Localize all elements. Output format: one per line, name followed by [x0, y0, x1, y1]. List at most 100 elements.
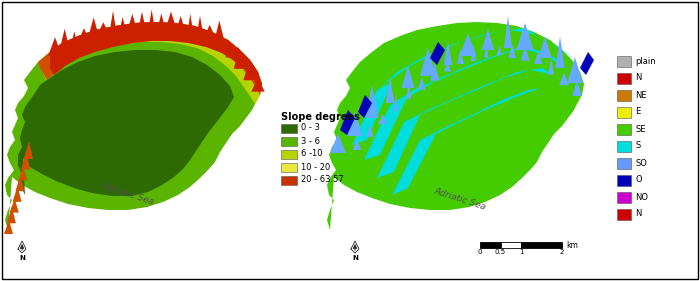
Polygon shape — [508, 45, 517, 58]
Polygon shape — [521, 46, 530, 61]
Bar — [617, 107, 631, 118]
Polygon shape — [187, 14, 193, 35]
Polygon shape — [378, 114, 388, 124]
Polygon shape — [364, 98, 407, 160]
Polygon shape — [327, 22, 584, 230]
Text: E: E — [635, 108, 640, 117]
Polygon shape — [432, 90, 477, 108]
Polygon shape — [119, 17, 127, 33]
Text: N: N — [352, 255, 358, 261]
Polygon shape — [244, 65, 253, 80]
Polygon shape — [157, 13, 166, 31]
Polygon shape — [459, 34, 477, 56]
Polygon shape — [572, 80, 582, 96]
Polygon shape — [148, 10, 155, 31]
Bar — [521, 242, 562, 248]
Polygon shape — [358, 95, 372, 118]
Polygon shape — [38, 22, 262, 95]
Text: 20 - 63.57: 20 - 63.57 — [301, 176, 344, 185]
Polygon shape — [353, 139, 361, 150]
Text: NO: NO — [635, 192, 648, 201]
Bar — [281, 176, 297, 185]
Polygon shape — [18, 167, 27, 180]
Polygon shape — [48, 37, 62, 56]
Polygon shape — [377, 65, 412, 90]
Polygon shape — [484, 41, 489, 58]
Text: 0 - 3: 0 - 3 — [301, 124, 320, 133]
Polygon shape — [127, 14, 137, 31]
Polygon shape — [482, 28, 524, 35]
Polygon shape — [213, 21, 225, 46]
Polygon shape — [452, 32, 497, 45]
Polygon shape — [497, 44, 502, 55]
Polygon shape — [97, 22, 110, 37]
Polygon shape — [402, 66, 414, 88]
Bar — [617, 141, 631, 152]
Polygon shape — [5, 22, 262, 230]
Polygon shape — [418, 77, 426, 90]
Polygon shape — [392, 134, 436, 195]
Polygon shape — [78, 28, 90, 43]
Polygon shape — [21, 151, 30, 170]
Polygon shape — [225, 40, 232, 58]
Bar — [480, 242, 500, 248]
Text: 2: 2 — [560, 249, 564, 255]
Polygon shape — [471, 44, 476, 61]
Polygon shape — [502, 88, 540, 100]
Bar — [617, 56, 631, 67]
Polygon shape — [377, 115, 420, 178]
Polygon shape — [517, 68, 554, 75]
Polygon shape — [24, 142, 33, 159]
Polygon shape — [448, 108, 490, 126]
Bar — [617, 192, 631, 203]
Polygon shape — [404, 102, 448, 122]
Text: Adriatic Sea: Adriatic Sea — [433, 187, 487, 212]
Polygon shape — [71, 31, 78, 47]
Bar — [617, 90, 631, 101]
Text: N: N — [635, 74, 641, 83]
Text: Slope degrees: Slope degrees — [281, 112, 360, 122]
Polygon shape — [555, 36, 565, 68]
Polygon shape — [138, 12, 146, 31]
Polygon shape — [534, 51, 542, 64]
Polygon shape — [580, 52, 594, 75]
Bar — [617, 158, 631, 169]
Polygon shape — [538, 37, 552, 58]
Polygon shape — [38, 22, 262, 104]
Polygon shape — [516, 23, 534, 50]
Bar — [617, 124, 631, 135]
Bar — [281, 163, 297, 172]
Polygon shape — [60, 29, 70, 51]
Polygon shape — [386, 78, 394, 103]
Text: 1: 1 — [519, 249, 524, 255]
Bar — [281, 150, 297, 159]
Text: plain: plain — [635, 56, 656, 65]
Polygon shape — [430, 42, 445, 65]
Polygon shape — [422, 40, 467, 58]
Polygon shape — [88, 17, 99, 38]
Polygon shape — [330, 134, 346, 153]
Text: O: O — [635, 176, 642, 185]
Polygon shape — [477, 48, 519, 62]
Polygon shape — [532, 48, 566, 68]
Polygon shape — [548, 58, 554, 75]
Text: SO: SO — [635, 158, 647, 167]
Polygon shape — [390, 82, 434, 105]
Text: S: S — [635, 142, 640, 151]
Polygon shape — [10, 198, 19, 212]
Text: NE: NE — [635, 90, 647, 99]
Text: N: N — [635, 210, 641, 219]
Bar — [617, 73, 631, 84]
Polygon shape — [567, 57, 583, 83]
Polygon shape — [559, 72, 569, 85]
Polygon shape — [109, 11, 117, 35]
Bar — [281, 137, 297, 146]
Polygon shape — [420, 120, 464, 140]
Text: 3 - 6: 3 - 6 — [301, 137, 320, 146]
Polygon shape — [340, 110, 355, 135]
Polygon shape — [251, 77, 265, 92]
Polygon shape — [234, 47, 244, 69]
Polygon shape — [397, 52, 437, 72]
Polygon shape — [196, 16, 204, 37]
Polygon shape — [504, 16, 512, 48]
